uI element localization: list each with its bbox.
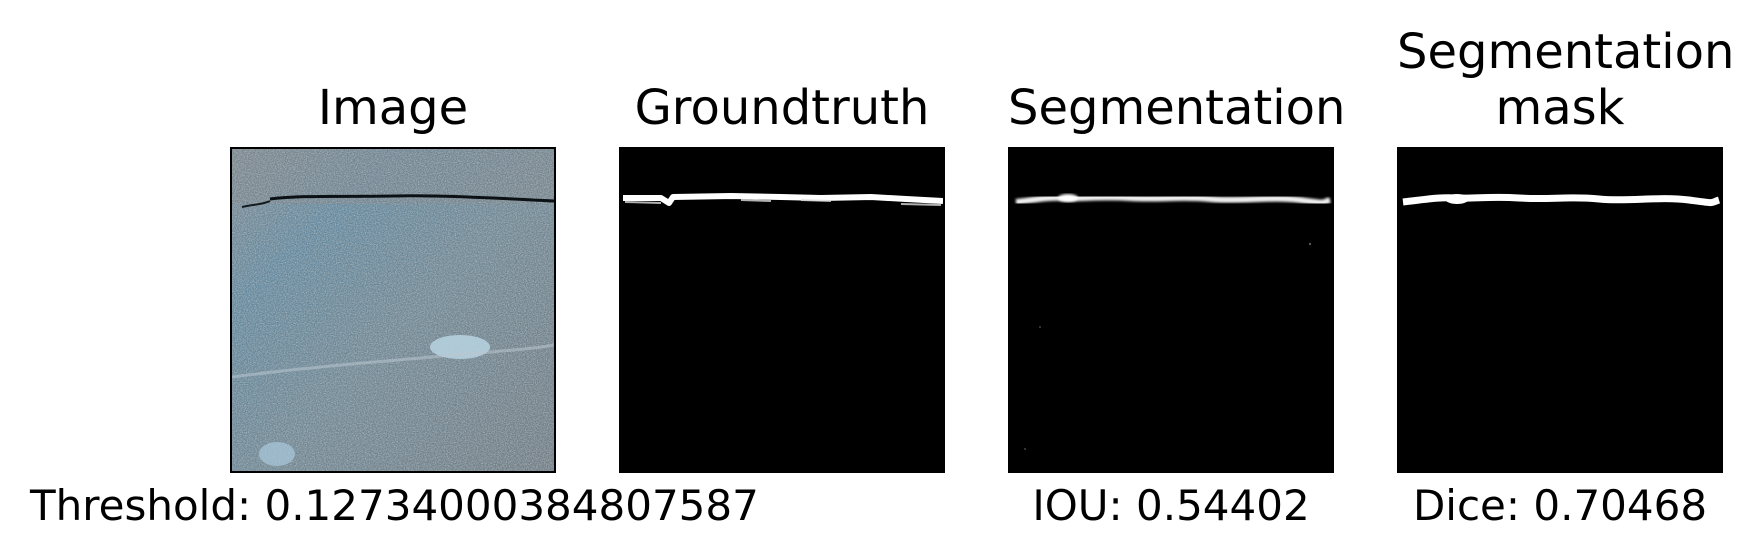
segmentation-binary-mask: [1399, 149, 1721, 471]
segmentation-panel-title: Segmentation: [1008, 80, 1346, 136]
groundtruth-mask: [621, 149, 943, 471]
segmentation-output-panel: [1008, 147, 1334, 473]
input-image-panel: [230, 147, 556, 473]
threshold-caption: Threshold: 0.12734000384807587: [30, 481, 759, 530]
groundtruth-panel-title: Groundtruth: [634, 80, 930, 136]
iou-caption: IOU: 0.54402: [1032, 481, 1310, 530]
groundtruth-mask-panel: [619, 147, 945, 473]
image-panel-title: Image: [317, 80, 469, 136]
segmentation-mask-panel-title-line2: mask: [1495, 80, 1625, 136]
segmentation-mask-panel-title-line1: Segmentation: [1397, 24, 1735, 80]
dice-caption: Dice: 0.70468: [1412, 481, 1708, 530]
concrete-crack-image: [232, 149, 554, 471]
segmentation-binary-mask-panel: [1397, 147, 1723, 473]
segmentation-map: [1010, 149, 1332, 471]
